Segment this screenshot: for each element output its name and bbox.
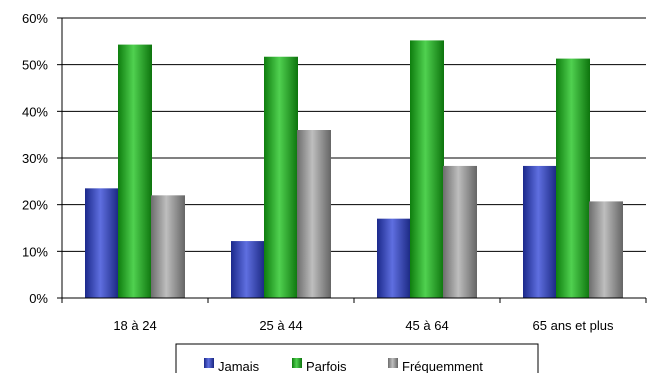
bar-fr-quemment-1	[297, 130, 331, 298]
legend-label: Jamais	[218, 359, 260, 373]
bar-jamais-0	[85, 188, 119, 298]
x-tick-label: 65 ans et plus	[533, 318, 614, 333]
bar-jamais-3	[523, 165, 557, 298]
y-tick-label: 0%	[29, 291, 48, 306]
legend-swatch-0	[204, 358, 214, 368]
y-axis-tick-labels: 0% 10% 20% 30% 40% 50% 60%	[22, 11, 48, 306]
legend: Jamais Parfois Fréquemment	[175, 343, 539, 373]
x-tick-label: 25 à 44	[259, 318, 302, 333]
y-tick-label: 20%	[22, 198, 48, 213]
legend-box	[175, 343, 539, 373]
bar-fr-quemment-0	[151, 195, 185, 298]
y-tick-label: 50%	[22, 58, 48, 73]
bar-fr-quemment-3	[589, 201, 623, 298]
axes	[57, 17, 647, 303]
legend-label: Fréquemment	[402, 359, 483, 373]
bars	[85, 40, 623, 299]
y-tick-label: 10%	[22, 244, 48, 259]
bar-parfois-1	[264, 56, 298, 298]
x-tick-label: 45 à 64	[405, 318, 448, 333]
x-axis-tick-labels: 18 à 24 25 à 44 45 à 64 65 ans et plus	[113, 318, 614, 333]
x-tick-label: 18 à 24	[113, 318, 156, 333]
bar-parfois-0	[118, 44, 152, 298]
y-tick-label: 40%	[22, 104, 48, 119]
y-tick-label: 60%	[22, 11, 48, 26]
legend-label: Parfois	[306, 359, 347, 373]
bar-parfois-3	[556, 58, 590, 298]
bar-fr-quemment-2	[443, 165, 477, 298]
y-tick-label: 30%	[22, 151, 48, 166]
bar-parfois-2	[410, 40, 444, 299]
legend-swatch-1	[292, 358, 302, 368]
bar-jamais-2	[377, 218, 411, 298]
legend-swatch-2	[388, 358, 398, 368]
bar-jamais-1	[231, 241, 265, 298]
